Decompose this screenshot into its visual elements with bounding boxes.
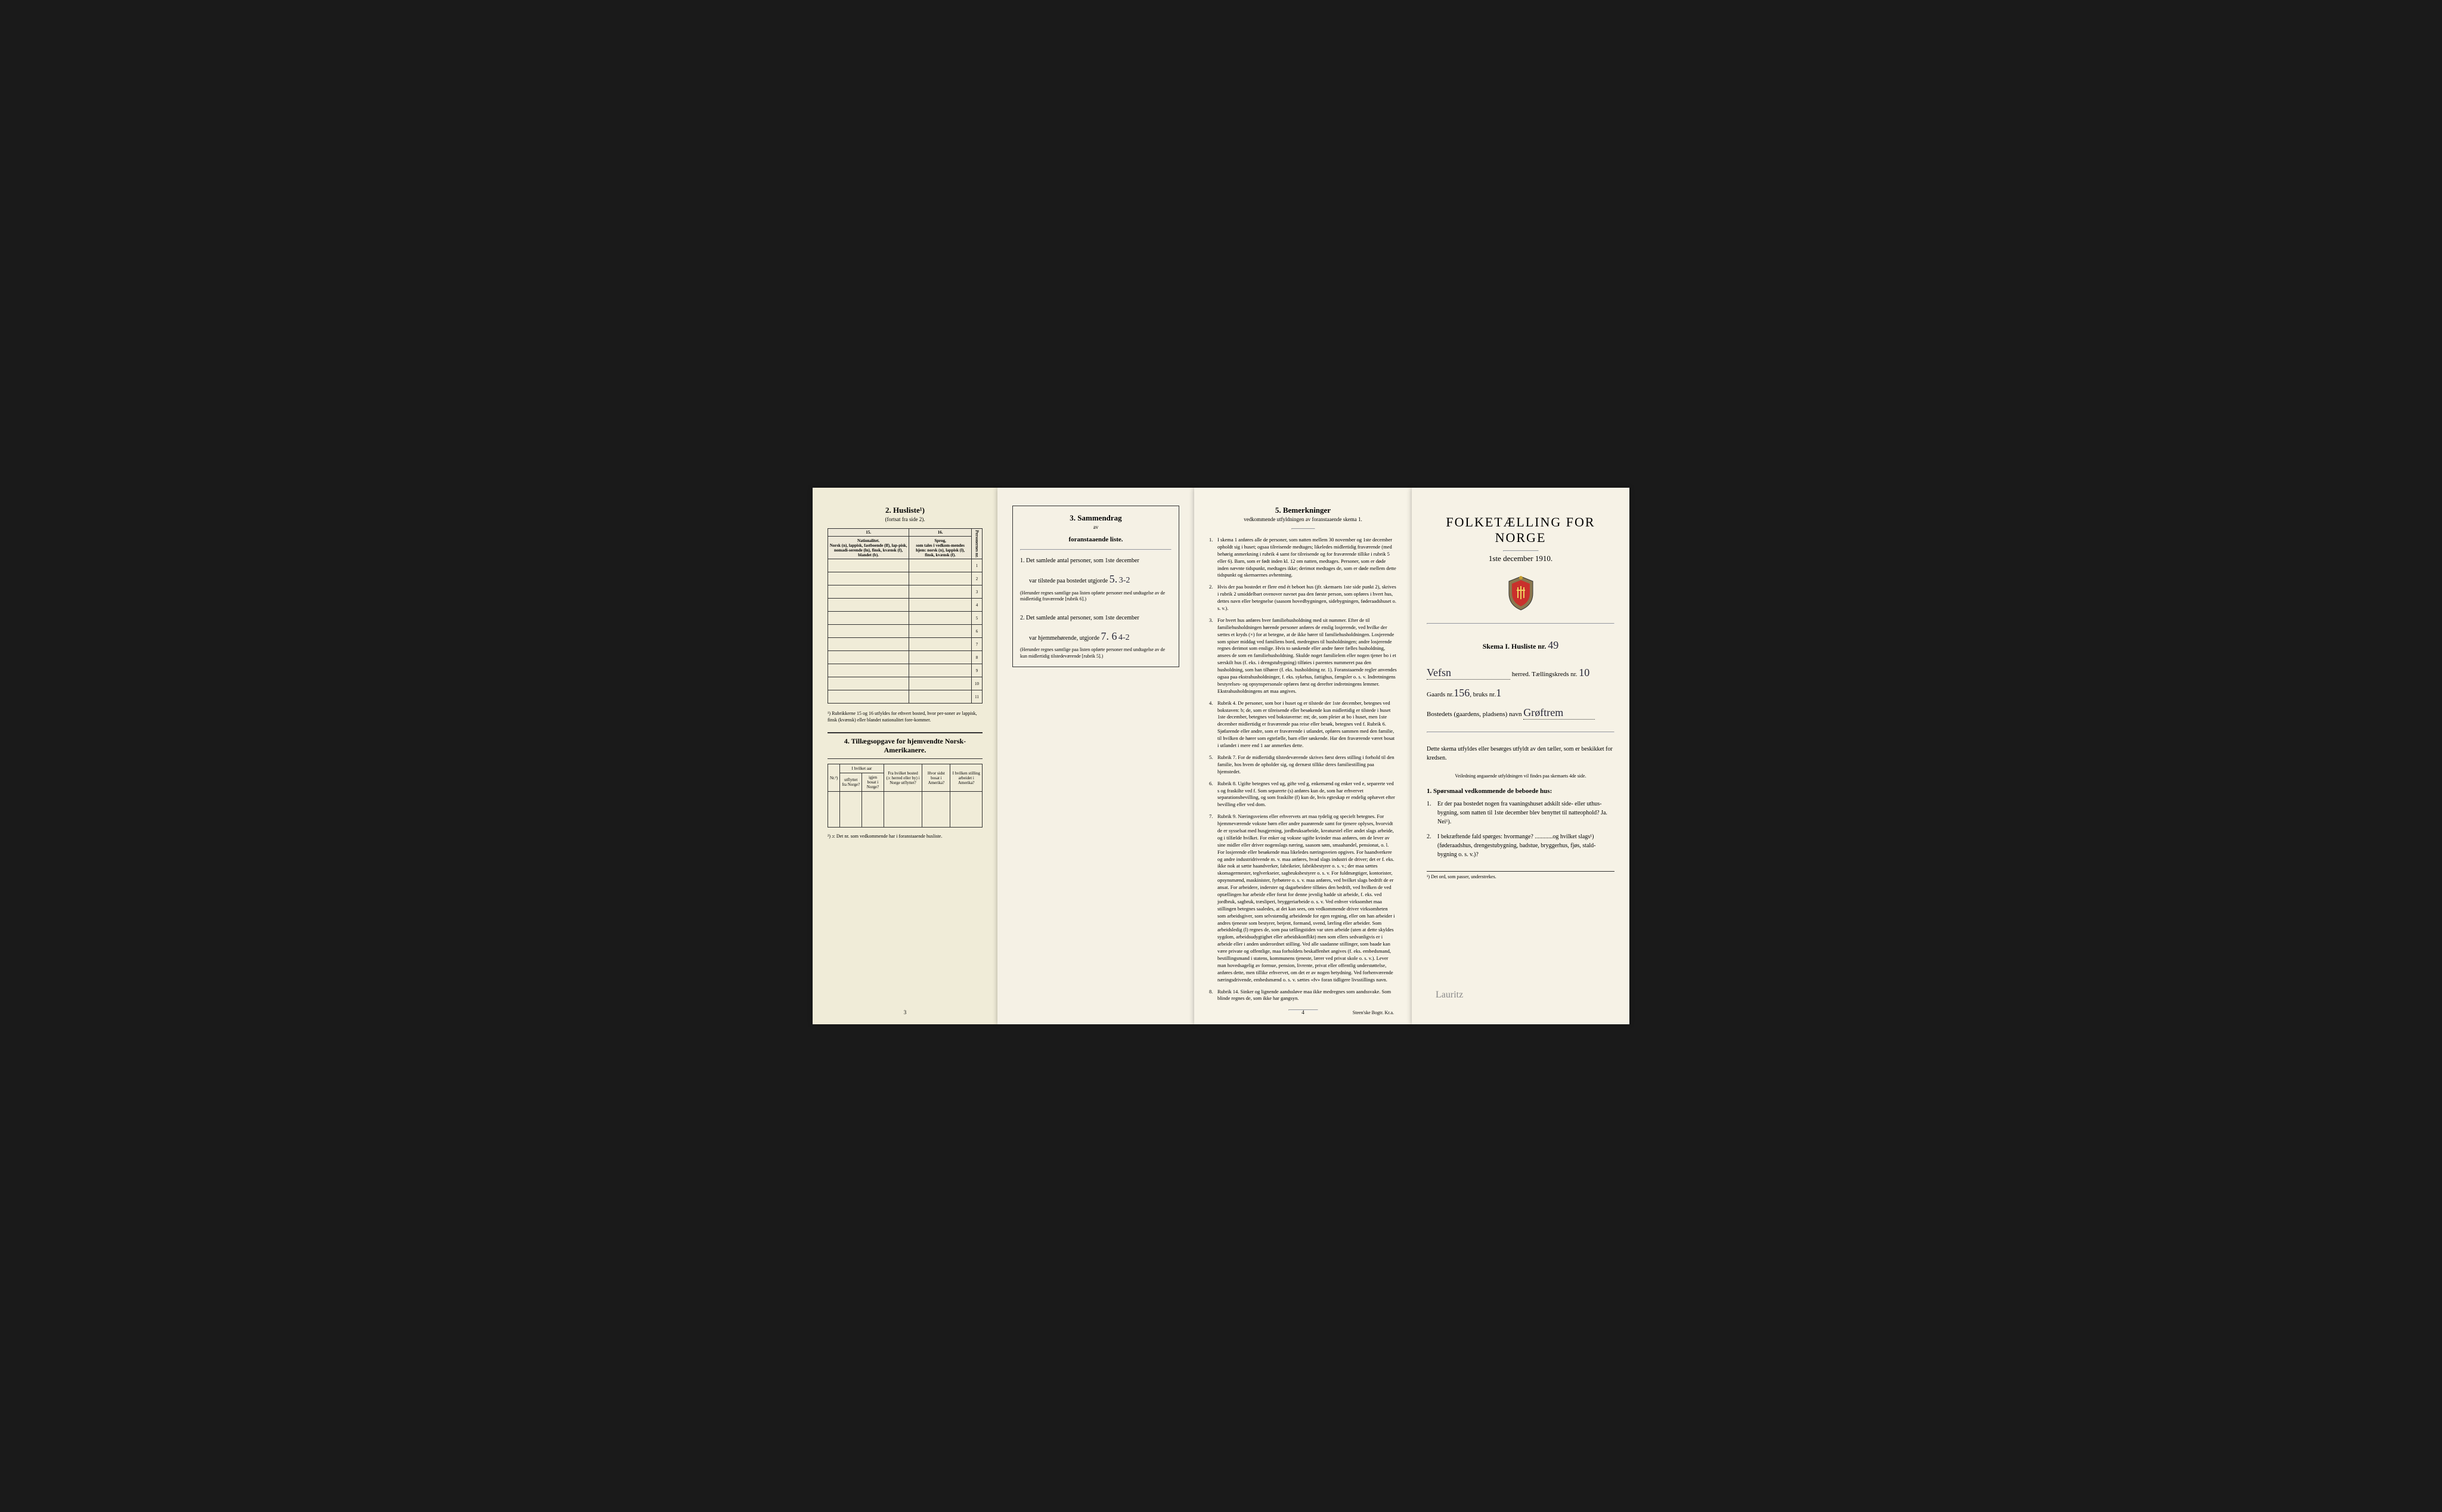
t-c1b: igjen bosat i Norge? bbox=[862, 773, 884, 792]
sammendrag-box: 3. Sammendrag av foranstaaende liste. 1.… bbox=[1012, 506, 1179, 667]
imprint: Steen'ske Bogtr. Kr.a. bbox=[1353, 1010, 1394, 1015]
kreds-val: 10 bbox=[1579, 667, 1589, 678]
bemerk-sub: vedkommende utfyldningen av foranstaaend… bbox=[1209, 516, 1397, 522]
item1: 1. Det samlede antal personer, som 1ste … bbox=[1020, 556, 1172, 603]
gaards-val: 156 bbox=[1454, 687, 1470, 699]
page-4: FOLKETÆLLING FOR NORGE 1ste december 191… bbox=[1412, 488, 1629, 1024]
skema-line: Skema I. Husliste nr. 49 bbox=[1427, 639, 1614, 652]
page-number-4: 4 bbox=[1301, 1009, 1304, 1015]
table-row: 3 bbox=[828, 585, 983, 599]
t-c1: I hvilket aar bbox=[840, 764, 884, 773]
item2: 2. Det samlede antal personer, som 1ste … bbox=[1020, 614, 1172, 660]
col-15: 15. bbox=[828, 529, 909, 537]
husliste-subtitle: (fortsat fra side 2). bbox=[828, 516, 983, 522]
t-c2: Fra hvilket bosted (ɔ: herred eller by) … bbox=[884, 764, 922, 792]
tillegg-foot: ²) ɔ: Det nr. som vedkommende har i fora… bbox=[828, 834, 983, 839]
table-row: 10 bbox=[828, 677, 983, 690]
bemerk-title: 5. Bemerkninger bbox=[1209, 506, 1397, 515]
page-3: 5. Bemerkninger vedkommende utfyldningen… bbox=[1194, 488, 1412, 1024]
t-nr: Nr.²) bbox=[828, 764, 840, 792]
bemerk-item: I skema 1 anføres alle de personer, som … bbox=[1209, 537, 1397, 579]
t-c3: Hvor sidst bosat i Amerika? bbox=[922, 764, 950, 792]
body-text: Dette skema utfyldes eller besørges utfy… bbox=[1427, 745, 1614, 763]
item2-val: 7. 6 bbox=[1101, 630, 1117, 642]
title-date: 1ste december 1910. bbox=[1427, 554, 1614, 563]
bemerk-item: Rubrik 8. Ugifte betegnes ved ug, gifte … bbox=[1209, 780, 1397, 809]
nationality-table: 15. 16. Personernes nr. Nationalitet.Nor… bbox=[828, 528, 983, 704]
bosted-val: Grøftrem bbox=[1523, 707, 1595, 720]
main-title: FOLKETÆLLING FOR NORGE bbox=[1427, 515, 1614, 546]
table-row: 1 bbox=[828, 559, 983, 572]
item2-val2: 4-2 bbox=[1118, 633, 1130, 642]
col-pers: Personernes nr. bbox=[972, 529, 983, 559]
husliste-nr: 49 bbox=[1548, 639, 1558, 651]
table-footnote: ¹) Rubrikkerne 15 og 16 utfyldes for eth… bbox=[828, 711, 983, 723]
coat-of-arms-icon bbox=[1427, 575, 1614, 614]
bemerk-item: For hvert hus anføres hver familiehushol… bbox=[1209, 617, 1397, 695]
footnote: ¹) Det ord, som passer, understrekes. bbox=[1427, 871, 1614, 879]
tillegg-title: 4. Tillægsopgave for hjemvendte Norsk-Am… bbox=[828, 732, 983, 759]
bruks-val: 1 bbox=[1496, 687, 1501, 699]
table-row: 2 bbox=[828, 572, 983, 585]
bemerk-item: Rubrik 4. De personer, som bor i huset o… bbox=[1209, 700, 1397, 749]
header-sprog: Sprog,som tales i vedkom-mendes hjem: no… bbox=[909, 537, 972, 559]
table-row: 8 bbox=[828, 651, 983, 664]
page-2: 3. Sammendrag av foranstaaende liste. 1.… bbox=[997, 488, 1194, 1024]
table-row: 11 bbox=[828, 690, 983, 704]
bemerk-item: Hvis der paa bostedet er flere end ét be… bbox=[1209, 584, 1397, 612]
table-row: 9 bbox=[828, 664, 983, 677]
page-number-3: 3 bbox=[904, 1009, 907, 1015]
gaards-line: Gaards nr.156, bruks nr.1 bbox=[1427, 687, 1614, 699]
item1-val2: 3-2 bbox=[1119, 576, 1130, 585]
bemerk-item: Rubrik 9. Næringsveiens eller erhvervets… bbox=[1209, 813, 1397, 983]
col-16: 16. bbox=[909, 529, 972, 537]
table-row: 4 bbox=[828, 599, 983, 612]
tillegg-table: Nr.²) I hvilket aar Fra hvilket bosted (… bbox=[828, 764, 983, 828]
t-c4: I hvilken stilling arbeidet i Amerika? bbox=[950, 764, 983, 792]
herred-val: Vefsn bbox=[1427, 667, 1510, 680]
page-1: 2. Husliste¹) (fortsat fra side 2). 15. … bbox=[813, 488, 997, 1024]
item1-val: 5. bbox=[1110, 573, 1118, 585]
sammendrag-sub1: av bbox=[1020, 524, 1172, 530]
bemerk-item: Rubrik 7. For de midlertidig tilstedevær… bbox=[1209, 754, 1397, 776]
veil-text: Veiledning angaaende utfyldningen vil fi… bbox=[1427, 773, 1614, 779]
document-spread: 2. Husliste¹) (fortsat fra side 2). 15. … bbox=[813, 488, 1629, 1024]
herred-line: Vefsn herred. Tællingskreds nr. 10 bbox=[1427, 667, 1614, 680]
bosted-line: Bostedets (gaardens, pladsens) navn Grøf… bbox=[1427, 707, 1614, 720]
bemerk-list: I skema 1 anføres alle de personer, som … bbox=[1209, 537, 1397, 1002]
question-2: I bekræftende fald spørges: hvormange? .… bbox=[1427, 832, 1614, 859]
sammendrag-title: 3. Sammendrag bbox=[1020, 513, 1172, 523]
t-c1a: utflyttet fra Norge? bbox=[840, 773, 862, 792]
header-nat: Nationalitet.Norsk (n), lappisk, fastboe… bbox=[828, 537, 909, 559]
q-head: 1. Spørsmaal vedkommende de beboede hus: bbox=[1427, 788, 1614, 795]
table-row: 6 bbox=[828, 625, 983, 638]
question-1: Er der paa bostedet nogen fra vaaningshu… bbox=[1427, 800, 1614, 826]
table-row: 5 bbox=[828, 612, 983, 625]
bemerk-item: Rubrik 14. Sinker og lignende aandssløve… bbox=[1209, 989, 1397, 1003]
table-row: 7 bbox=[828, 638, 983, 651]
husliste-title: 2. Husliste¹) bbox=[828, 506, 983, 515]
signature: Lauritz bbox=[1436, 990, 1463, 1000]
sammendrag-sub2: foranstaaende liste. bbox=[1020, 536, 1172, 543]
